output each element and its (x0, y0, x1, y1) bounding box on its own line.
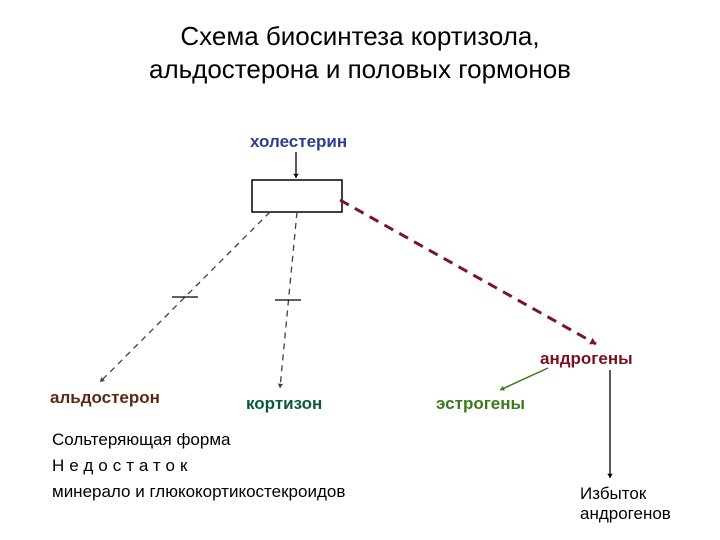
cholesterol-label: холестерин (250, 132, 347, 152)
excess-line-1: Избыток (580, 484, 646, 503)
footer-line-1: Сольтеряющая форма (52, 430, 345, 450)
androgens-label: андрогены (540, 349, 633, 369)
diagram-title: Схема биосинтеза кортизола, альдостерона… (0, 0, 720, 85)
excess-line-2: андрогенов (580, 504, 671, 523)
estrogens-label: эстрогены (436, 394, 525, 414)
androgens-to-estrogens (500, 368, 548, 390)
box-to-cortisone (280, 212, 297, 388)
box-to-aldosterone (100, 212, 270, 382)
footer-block: Сольтеряющая форма Недостаток минерало и… (52, 430, 345, 508)
footer-line-3: минерало и глюкокортикостекроидов (52, 482, 345, 502)
aldosterone-label: альдостерон (50, 388, 160, 408)
cortisone-label: кортизон (246, 394, 322, 414)
box-to-androgens (340, 200, 596, 344)
title-line-2: альдостерона и половых гормонов (149, 54, 571, 84)
intermediate-box (252, 180, 342, 212)
footer-line-2: Недостаток (52, 456, 345, 476)
excess-label: Избыток андрогенов (580, 484, 671, 524)
title-line-1: Схема биосинтеза кортизола, (180, 21, 539, 51)
